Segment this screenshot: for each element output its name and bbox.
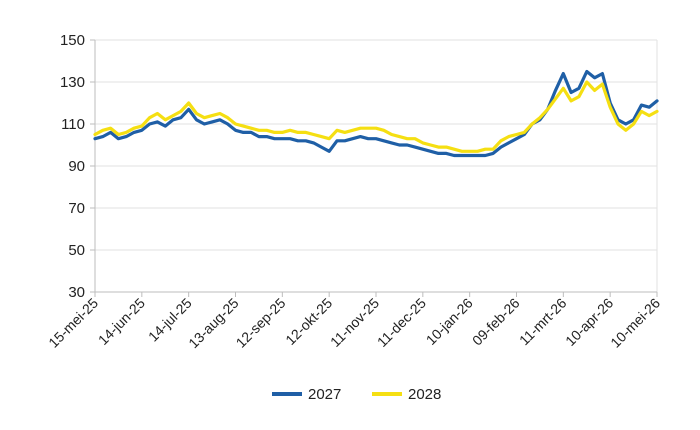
- y-tick-label: 150: [60, 32, 85, 49]
- x-tick-label: 13-aug-25: [185, 295, 242, 352]
- x-axis: 15-mei-2514-jun-2514-jul-2513-aug-2512-s…: [45, 291, 663, 352]
- x-tick-label: 15-mei-25: [45, 295, 101, 351]
- x-tick-label: 11-dec-25: [374, 295, 429, 350]
- x-tick-label: 09-feb-26: [469, 295, 523, 349]
- y-tick-label: 110: [61, 116, 85, 133]
- y-tick-label: 30: [68, 284, 85, 301]
- y-axis: 30 50 70 90 110 130 150: [60, 32, 96, 301]
- series-line-2028: [93, 80, 659, 153]
- x-tick-label: 14-jun-25: [95, 295, 148, 348]
- y-tick-label: 50: [68, 242, 85, 259]
- legend-label-2028: 2028: [408, 386, 441, 403]
- series-line-2027: [93, 69, 659, 158]
- y-tick-label: 130: [60, 74, 85, 91]
- legend-label-2027: 2027: [308, 386, 341, 403]
- y-tick-label: 90: [68, 158, 85, 175]
- gridlines: [95, 39, 658, 292]
- series-lines: [93, 69, 659, 158]
- y-tick-label: 70: [68, 200, 85, 217]
- legend: 2027 2028: [272, 386, 441, 403]
- x-tick-label: 11-mrt-26: [516, 295, 570, 349]
- x-tick-label: 10-jan-26: [423, 295, 476, 348]
- x-tick-label: 12-sep-25: [233, 295, 289, 351]
- x-tick-label: 10-mei-26: [607, 295, 663, 351]
- x-tick-label: 11-nov-25: [327, 295, 382, 350]
